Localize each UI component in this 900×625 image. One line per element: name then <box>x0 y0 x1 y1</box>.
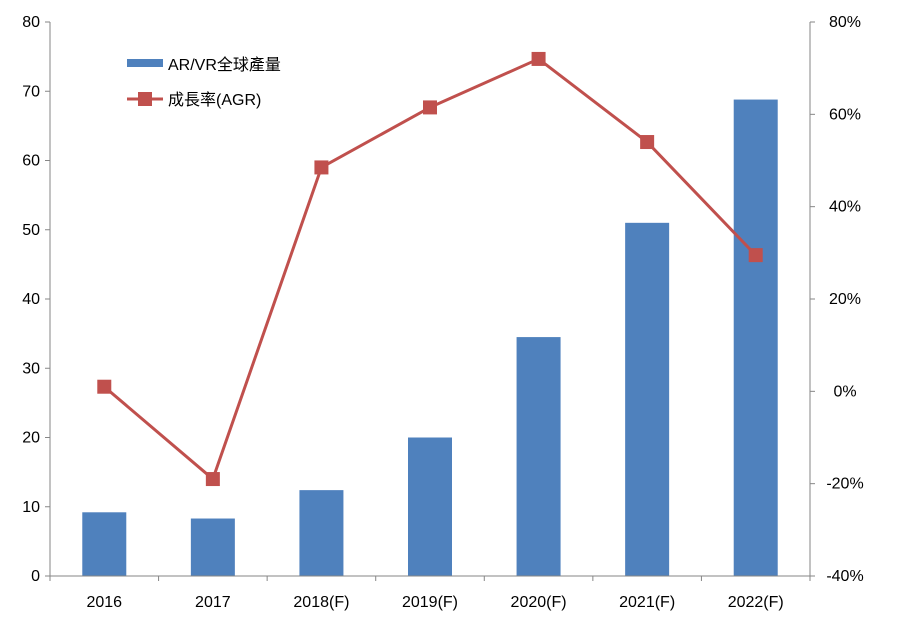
right-tick-label: -40% <box>826 568 863 585</box>
left-tick-label: 10 <box>22 499 40 516</box>
growth-marker-2018(F) <box>314 160 329 175</box>
right-tick-label: 60% <box>829 106 861 123</box>
bar-2020(F) <box>516 337 561 576</box>
x-tick-label: 2020(F) <box>511 594 567 611</box>
ticks-layer: 0 10 20 30 40 50 60 70 80 -40% -20% 0% 20% 40% 60% 80% 2… <box>22 14 863 611</box>
x-tick-label: 2022(F) <box>728 594 784 611</box>
growth-line-layer <box>97 51 763 487</box>
right-tick-label: 20% <box>829 291 861 308</box>
left-tick-label: 40 <box>22 291 40 308</box>
bars-layer <box>82 99 778 576</box>
left-tick-label: 30 <box>22 360 40 377</box>
left-tick-label: 60 <box>22 153 40 170</box>
legend-bar-swatch <box>127 59 163 67</box>
left-tick-label: 70 <box>22 83 40 100</box>
bar-2017 <box>190 518 235 576</box>
x-tick-label: 2021(F) <box>619 594 675 611</box>
bar-2018(F) <box>299 490 344 576</box>
bar-2021(F) <box>625 222 670 576</box>
growth-marker-2020(F) <box>531 51 546 66</box>
right-tick-label: 40% <box>829 199 861 216</box>
growth-marker-2022(F) <box>748 248 763 263</box>
growth-marker-2016 <box>97 379 112 394</box>
bar-2019(F) <box>408 437 452 576</box>
growth-marker-2017 <box>205 472 220 487</box>
legend-line-marker <box>138 92 152 106</box>
legend-line-label: 成長率(AGR) <box>168 91 261 109</box>
right-tick-label: -20% <box>826 476 863 493</box>
x-tick-label: 2018(F) <box>293 594 349 611</box>
x-tick-label: 2017 <box>195 594 231 611</box>
legend-bar-label: AR/VR全球產量 <box>168 56 281 74</box>
legend: AR/VR全球產量 成長率(AGR) <box>127 56 281 109</box>
right-tick-label: 0% <box>833 383 856 400</box>
growth-marker-2021(F) <box>640 135 655 150</box>
bar-2016 <box>82 512 127 576</box>
growth-marker-2019(F) <box>423 100 437 115</box>
left-tick-label: 20 <box>22 430 40 447</box>
left-tick-label: 0 <box>31 568 40 585</box>
right-tick-label: 80% <box>829 14 861 31</box>
bar-2022(F) <box>733 99 778 576</box>
axes-layer <box>45 21 815 581</box>
x-tick-label: 2016 <box>86 594 122 611</box>
left-tick-label: 80 <box>22 14 40 31</box>
left-tick-label: 50 <box>22 222 40 239</box>
x-tick-label: 2019(F) <box>402 594 458 611</box>
